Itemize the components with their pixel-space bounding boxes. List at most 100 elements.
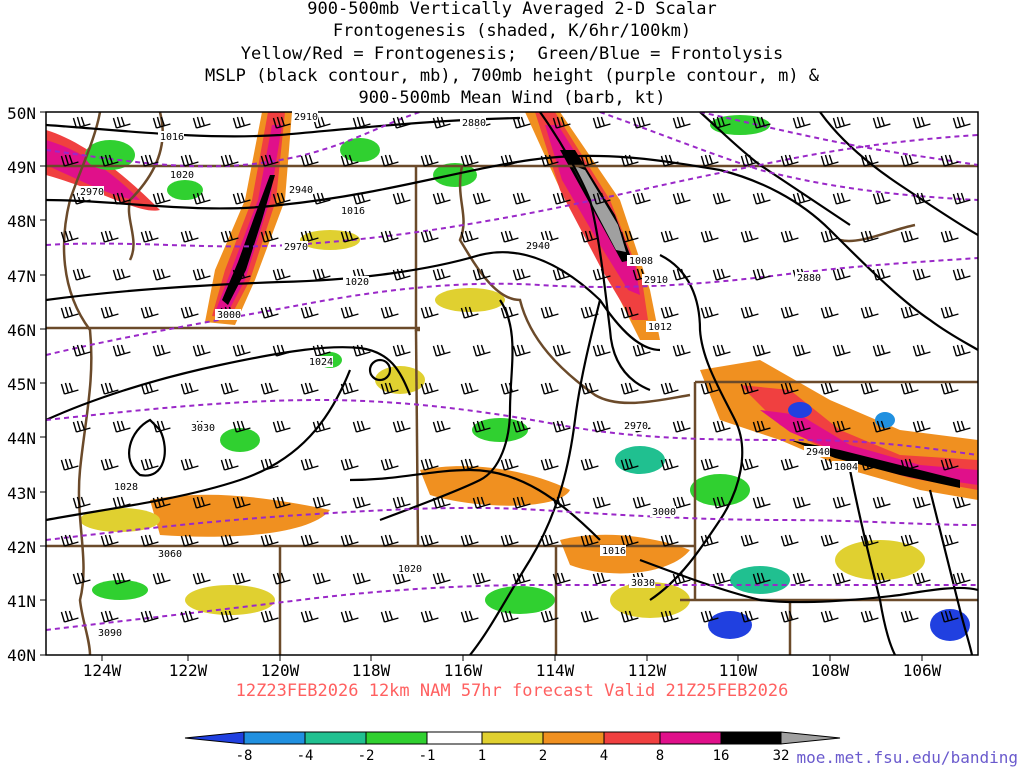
wind-barb: [312, 116, 331, 129]
wind-barb: [580, 154, 599, 167]
wind-barb: [152, 116, 171, 129]
wind-barb: [872, 268, 891, 281]
mslp-label: 1024: [307, 356, 333, 368]
colorbar-tick: 2: [539, 748, 547, 764]
wind-barb: [860, 382, 879, 395]
wind-barb: [140, 534, 159, 547]
height-label: 2880: [795, 272, 821, 284]
longitude-axis: 124W 122W 120W 118W 116W 114W 112W 110W …: [83, 661, 942, 680]
mslp-label-1020-c: 1020: [398, 564, 422, 575]
wind-barb: [232, 344, 251, 357]
wind-barb: [580, 382, 599, 395]
wind-barb: [232, 496, 251, 509]
wind-barb: [60, 610, 79, 623]
wind-barb: [180, 230, 199, 243]
lon-label-118w: 118W: [352, 661, 391, 680]
wind-barb: [392, 192, 411, 205]
wind-barb: [940, 534, 959, 547]
wind-barb: [352, 496, 371, 509]
wind-barb: [100, 154, 119, 167]
wind-barb: [700, 534, 719, 547]
wind-barb: [392, 420, 411, 433]
forecast-label: 12Z23FEB2026 12km NAM 57hr forecast Vali…: [235, 681, 789, 701]
height-label: 3000: [215, 309, 241, 321]
wind-barb: [780, 230, 799, 243]
height-label-3000-a: 3000: [217, 310, 241, 321]
wind-barb: [460, 382, 479, 395]
wind-barb: [500, 230, 519, 243]
wind-barb: [552, 116, 571, 129]
wind-barb: [660, 154, 679, 167]
wind-barb: [272, 116, 291, 129]
wind-barb: [512, 496, 531, 509]
wind-barb: [112, 116, 131, 129]
wind-barb: [872, 116, 891, 129]
wind-barb: [272, 572, 291, 585]
wind-barb: [592, 268, 611, 281]
wind-barb: [420, 230, 439, 243]
title-line-4: MSLP (black contour, mb), 700mb height (…: [204, 66, 820, 86]
height-label: 2910: [642, 274, 668, 286]
wind-barb: [912, 268, 931, 281]
map-area: [46, 112, 978, 655]
wind-barb: [300, 534, 319, 547]
wind-barb: [432, 496, 451, 509]
wind-barb: [940, 230, 959, 243]
credit-link[interactable]: moe.met.fsu.edu/banding: [796, 748, 1018, 767]
wind-barb: [232, 572, 251, 585]
height-label-2910-a: 2910: [294, 112, 318, 123]
wind-barb: [140, 382, 159, 395]
wind-barb: [872, 192, 891, 205]
wind-barb: [620, 230, 639, 243]
wind-barb: [180, 306, 199, 319]
wind-barb: [152, 496, 171, 509]
height-label: 2880: [460, 117, 486, 129]
wind-barb: [752, 192, 771, 205]
wind-barb: [512, 344, 531, 357]
mslp-label-1016-c: 1016: [602, 546, 626, 557]
mslp-label-1024: 1024: [309, 357, 333, 368]
wind-barb: [272, 420, 291, 433]
mslp-label: 1016: [158, 131, 184, 143]
wind-barb: [192, 572, 211, 585]
wind-barb: [220, 610, 239, 623]
wind-barb: [60, 154, 79, 167]
wind-barb: [220, 382, 239, 395]
wind-barb: [672, 420, 691, 433]
height-label: 3000: [650, 506, 676, 518]
lon-label-112w: 112W: [628, 661, 667, 680]
wind-barb: [672, 192, 691, 205]
wind-barb: [180, 534, 199, 547]
wind-barbs: [60, 116, 971, 623]
wind-barb: [632, 496, 651, 509]
wind-barb: [540, 458, 559, 471]
wind-barb: [352, 344, 371, 357]
mslp-label-1016-b: 1016: [341, 206, 365, 217]
mslp-label: 1008: [627, 255, 653, 267]
wind-barb: [260, 230, 279, 243]
wind-barb: [940, 610, 959, 623]
wind-barb: [192, 268, 211, 281]
wind-barb: [112, 192, 131, 205]
lat-label-50n: 50N: [7, 104, 36, 123]
wind-barb: [632, 116, 651, 129]
wind-barb: [912, 496, 931, 509]
wind-barb: [900, 610, 919, 623]
height-label: 3060: [156, 548, 182, 560]
wind-barb: [740, 382, 759, 395]
wind-barb: [540, 610, 559, 623]
wind-barb: [860, 534, 879, 547]
wind-barb: [792, 496, 811, 509]
wind-barb: [260, 458, 279, 471]
wind-barb: [392, 344, 411, 357]
wind-barb: [512, 572, 531, 585]
wind-barb: [340, 306, 359, 319]
wind-barb: [620, 610, 639, 623]
mslp-label-1016-a: 1016: [160, 132, 184, 143]
wind-barb: [832, 420, 851, 433]
wind-barb: [672, 268, 691, 281]
wind-barb: [100, 230, 119, 243]
wind-barb: [860, 230, 879, 243]
colorbar-left-arrow: [184, 731, 245, 745]
wind-barb: [140, 610, 159, 623]
